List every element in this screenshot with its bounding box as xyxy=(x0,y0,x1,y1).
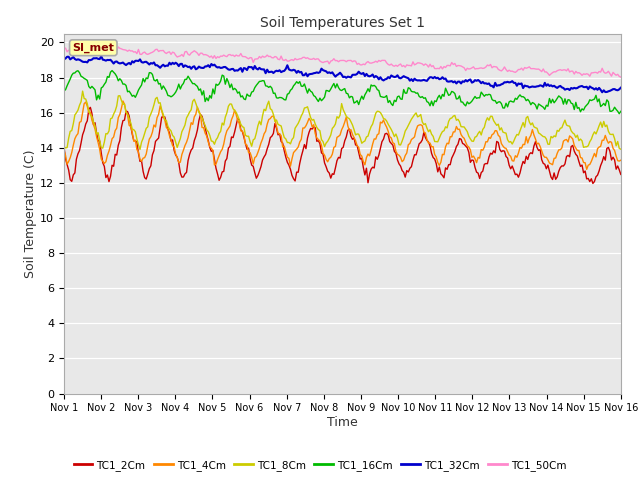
Y-axis label: Soil Temperature (C): Soil Temperature (C) xyxy=(24,149,37,278)
X-axis label: Time: Time xyxy=(327,416,358,429)
Legend: TC1_2Cm, TC1_4Cm, TC1_8Cm, TC1_16Cm, TC1_32Cm, TC1_50Cm: TC1_2Cm, TC1_4Cm, TC1_8Cm, TC1_16Cm, TC1… xyxy=(69,456,571,475)
Text: SI_met: SI_met xyxy=(72,43,114,53)
Title: Soil Temperatures Set 1: Soil Temperatures Set 1 xyxy=(260,16,425,30)
